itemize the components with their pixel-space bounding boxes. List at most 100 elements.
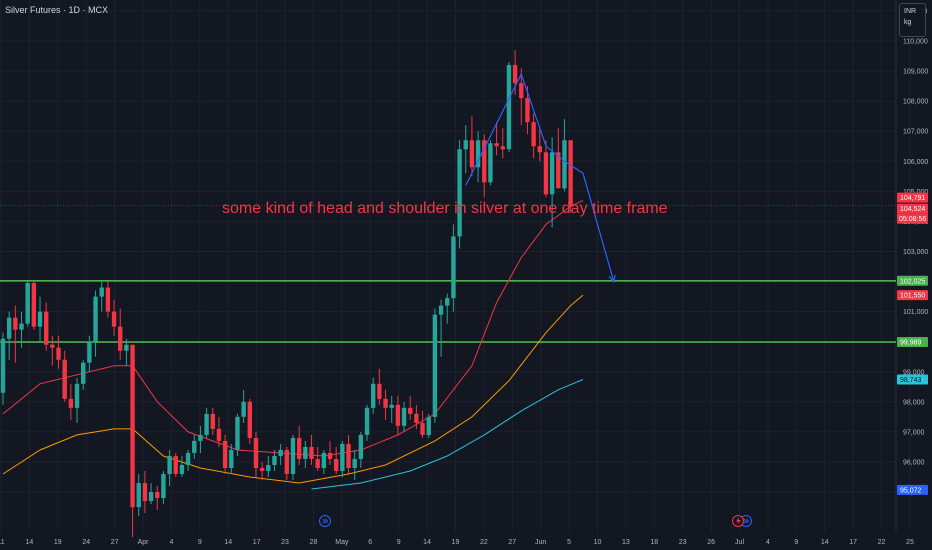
trend-drawing[interactable] (465, 72, 616, 283)
x-tick-label: 22 (878, 539, 886, 546)
x-tick-label: 11 (0, 539, 5, 546)
candle-body (512, 65, 518, 84)
candlesticks (0, 50, 573, 538)
candle-body (519, 83, 524, 99)
x-tick-label: 9 (397, 539, 401, 546)
candle-body (241, 401, 246, 417)
candle-body (185, 452, 191, 465)
x-tick-label: 4 (169, 539, 173, 546)
candle-body (74, 383, 80, 408)
candle-body (130, 344, 135, 508)
x-tick-label: 27 (508, 539, 516, 546)
candle-body (284, 449, 290, 475)
candle-body (118, 326, 123, 351)
candle-body (111, 311, 117, 327)
candle-body (204, 413, 209, 435)
price-tag-bg (897, 290, 928, 301)
candle-body (457, 149, 462, 237)
candle-body (327, 452, 333, 459)
candle-body (500, 146, 505, 150)
price-tag: 104,791 (900, 195, 925, 202)
candle-body (482, 140, 487, 183)
arrow-head-icon (608, 274, 616, 283)
candle-body (229, 449, 234, 468)
candle-body (56, 347, 61, 360)
unit-label: kg (904, 19, 912, 26)
x-tick-label: 9 (198, 539, 202, 546)
candle-body (408, 407, 413, 414)
x-tick-label: Jul (735, 539, 744, 546)
candle-body (321, 452, 327, 468)
candle-body (568, 140, 573, 206)
price-tag-bg (897, 192, 928, 203)
price-tag: 98,743 (900, 377, 922, 384)
moving-average-ma_fast (2, 199, 584, 457)
candle-body (451, 236, 456, 299)
unit-selector[interactable]: INR kg (899, 3, 926, 37)
y-tick-label: 97,000 (903, 429, 925, 436)
candle-body (142, 483, 148, 502)
candle-body (333, 458, 339, 472)
candle-body (148, 492, 154, 502)
countdown-tag-bg (897, 213, 928, 224)
symbol-title: Silver Futures · 1D · MCX (5, 5, 109, 15)
y-tick-label: 101,000 (903, 309, 928, 316)
x-tick-label: 24 (82, 539, 90, 546)
x-tick-label: 26 (707, 539, 715, 546)
candle-body (81, 362, 86, 384)
time-axis[interactable]: 11 14 19 24 27 Apr 4 9 14 17 23 28 May 6 9 14 19 22 27 Jun 5… (0, 539, 914, 546)
candle-body (50, 344, 55, 348)
candle-body (346, 443, 351, 468)
y-tick-label: 98,000 (903, 399, 925, 406)
y-tick-label: 110,000 (903, 39, 928, 46)
chart-annotation[interactable]: some kind of head and shoulder in silver… (222, 200, 668, 217)
candle-body (562, 140, 567, 189)
y-tick-label: 99,000 (903, 369, 925, 376)
candle-body (401, 407, 407, 426)
head-shoulders-path[interactable] (465, 72, 615, 282)
candle-body (198, 434, 203, 441)
x-tick-label: 14 (821, 539, 829, 546)
x-tick-label: 17 (253, 539, 261, 546)
price-tag-bg (897, 374, 928, 385)
candle-body (340, 443, 345, 472)
moving-average-ma_slow (311, 379, 584, 490)
price-tag: 95,072 (900, 487, 922, 494)
x-tick-label: May (335, 539, 349, 546)
candle-body (432, 314, 438, 417)
countdown-tag: 05:08:56 (899, 216, 926, 223)
candle-body (426, 416, 431, 435)
candle-body (179, 464, 185, 475)
candle-body (136, 483, 141, 508)
candle-body (43, 311, 49, 345)
candle-body (87, 341, 92, 363)
candle-body (161, 474, 166, 499)
candle-body (105, 287, 111, 312)
candle-body (506, 65, 512, 150)
candle-body (358, 434, 364, 459)
candle-body (377, 383, 382, 399)
x-tick-label: 4 (766, 539, 770, 546)
forward-glyph-icon (743, 518, 750, 524)
price-tag-bg (897, 484, 928, 495)
x-tick-label: 14 (423, 539, 431, 546)
event-icons[interactable] (319, 515, 752, 527)
candle-body (364, 407, 370, 435)
y-tick-label: 108,000 (903, 99, 928, 106)
x-tick-label: 25 (906, 539, 914, 546)
candle-body (259, 467, 265, 472)
candle-body (537, 146, 542, 153)
level-price-tag: 102,025 (900, 278, 925, 285)
price-tag-bg (897, 203, 928, 214)
horizontal-levels[interactable] (0, 280, 896, 343)
x-tick-label: Apr (138, 539, 150, 546)
candle-body (414, 413, 419, 423)
candle-body (167, 455, 172, 475)
y-tick-label: 107,000 (903, 129, 928, 136)
candle-body (445, 298, 450, 306)
price-axis[interactable]: 95,00096,00097,00098,00099,000100,000101… (903, 8, 928, 496)
price-tag: 104,524 (900, 206, 925, 213)
x-tick-label: Jun (535, 539, 546, 546)
candle-body (235, 416, 240, 450)
